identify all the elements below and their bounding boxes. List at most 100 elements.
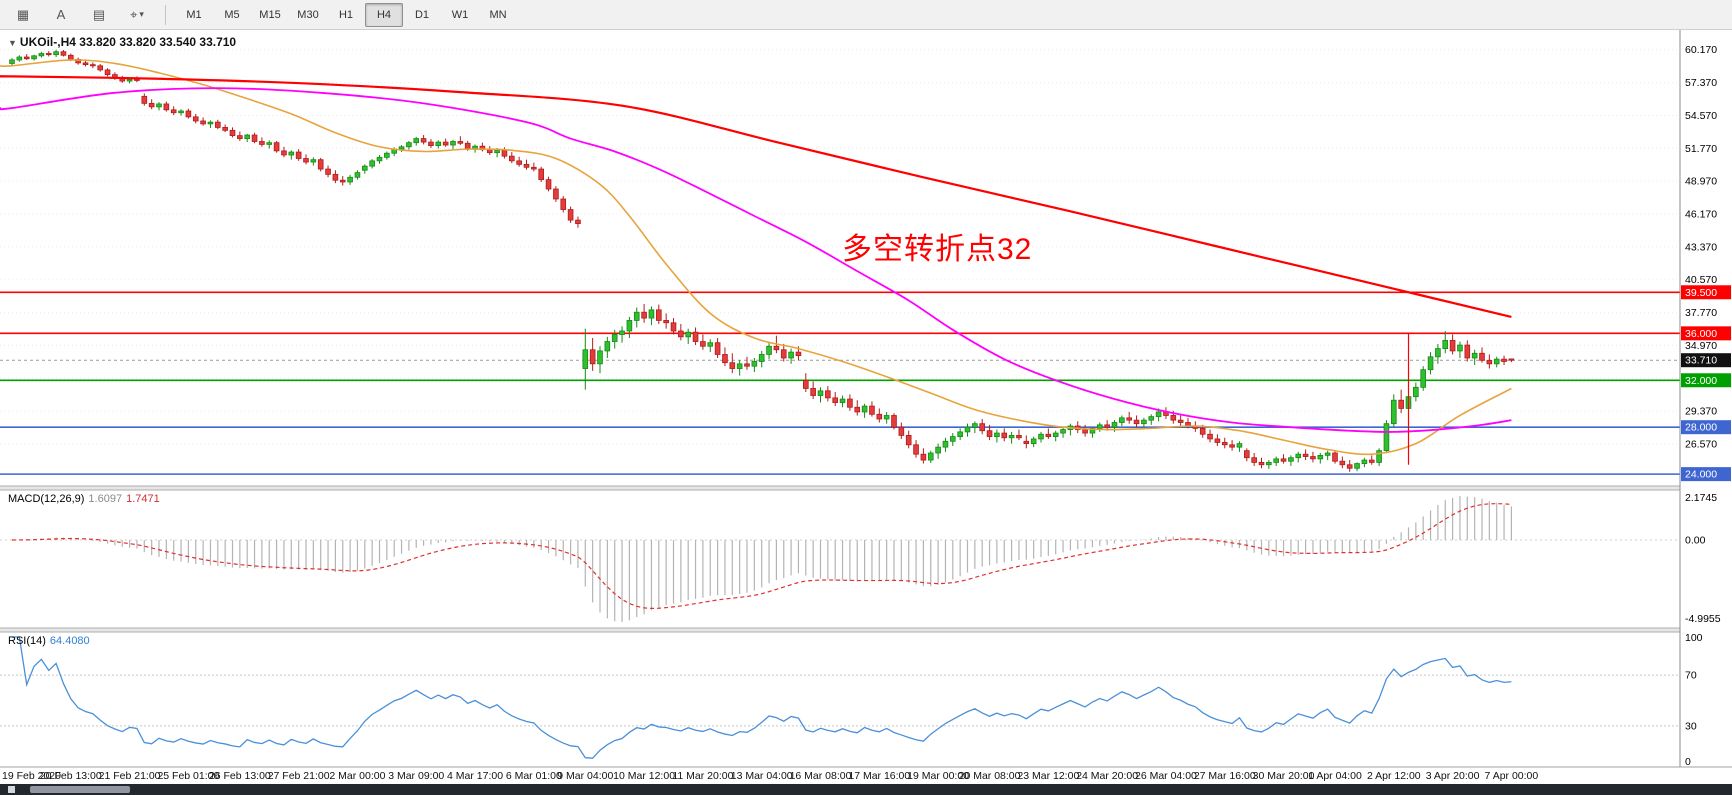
timeframe-button-m15[interactable]: M15 [259, 8, 281, 21]
rsi-axis-label: 70 [1685, 670, 1697, 682]
x-axis-label: 7 Apr 00:00 [1485, 770, 1539, 782]
y-axis-label: 40.570 [1685, 274, 1717, 286]
x-axis-label: 20 Mar 08:00 [959, 770, 1021, 782]
x-axis-label: 4 Mar 17:00 [447, 770, 503, 782]
x-axis-label: 3 Mar 09:00 [388, 770, 444, 782]
x-axis-label: 27 Feb 21:00 [268, 770, 330, 782]
y-axis-label: 57.370 [1685, 77, 1717, 89]
macd-axis-bottom: -4.9955 [1685, 613, 1721, 625]
x-axis-label: 2 Mar 00:00 [329, 770, 385, 782]
timeframe-button-h4[interactable]: H4 [365, 2, 403, 27]
y-axis-label: 51.770 [1685, 143, 1717, 155]
price-grid [0, 49, 1680, 445]
x-axis-label: 1 Apr 04:00 [1308, 770, 1362, 782]
horizontal-levels [0, 291, 1680, 475]
price-badge-32.000-text: 32.000 [1685, 375, 1717, 387]
y-axis-label: 26.570 [1685, 438, 1717, 450]
rsi-value: 64.4080 [49, 635, 90, 647]
macd-axis-top: 2.1745 [1685, 492, 1717, 504]
toolbar-separator [165, 4, 166, 25]
x-axis-label: 21 Feb 21:00 [99, 770, 161, 782]
x-axis-label: 16 Mar 08:00 [790, 770, 852, 782]
price-badge-24.000 [1681, 467, 1731, 482]
timeframe-button-d1[interactable]: D1 [414, 8, 430, 21]
macd-name: MACD(12,26,9) [8, 493, 85, 505]
panel-separator[interactable] [0, 628, 1732, 632]
macd-axis-zero: 0.00 [1685, 534, 1706, 546]
y-axis-label: 48.970 [1685, 176, 1717, 188]
toolbar-icon-group: ▦ A ▤ ⌖ ▾ [4, 2, 156, 27]
timeframe-button-mn[interactable]: MN [489, 8, 507, 21]
x-axis-label: 30 Mar 20:00 [1253, 770, 1315, 782]
x-axis-label: 19 Mar 00:00 [907, 770, 969, 782]
rsi-axis-label: 30 [1685, 720, 1697, 732]
y-axis-label: 29.370 [1685, 406, 1717, 418]
x-axis-label: 11 Mar 20:00 [672, 770, 733, 782]
rsi-line [12, 636, 1512, 759]
price-badge-36.000-text: 36.000 [1685, 328, 1717, 340]
timeframe-button-m1[interactable]: M1 [186, 8, 202, 21]
price-badge-32.000 [1681, 373, 1731, 388]
main-toolbar: ▦ A ▤ ⌖ ▾ M1 M5 M15 M30 H1 H4 D1 W1 MN [0, 0, 1732, 30]
timeframe-button-w1[interactable]: W1 [451, 8, 469, 21]
timeframe-button-m30[interactable]: M30 [297, 8, 319, 21]
current-price-badge [1681, 353, 1731, 368]
price-badge-39.500 [1681, 285, 1731, 300]
taskbar-strip [0, 784, 1732, 795]
ohlc-readout: 33.820 33.820 33.540 33.710 [79, 35, 237, 49]
rsi-axis-label: 100 [1685, 632, 1703, 644]
x-axis-label: 26 Feb 13:00 [209, 770, 271, 782]
x-axis-label: 23 Mar 12:00 [1017, 770, 1079, 782]
ma-slow-line [0, 75, 1512, 318]
macd-signal-value: 1.7471 [126, 493, 160, 505]
price-badge-24.000-text: 24.000 [1685, 469, 1717, 481]
chart-symbol-label: ▼ UKOil-,H4 33.820 33.820 33.540 33.710 [8, 35, 236, 49]
y-axis-label: 34.970 [1685, 340, 1717, 352]
x-axis-label: 25 Feb 01:00 [157, 770, 219, 782]
chart-type-icon: ▤ [92, 6, 106, 22]
price-axis[interactable] [1680, 30, 1732, 767]
price-badge-39.500-text: 39.500 [1685, 287, 1717, 299]
x-axis-label: 13 Mar 04:00 [731, 770, 793, 782]
rsi-axis-label: 0 [1685, 756, 1691, 768]
x-axis-label: 20 Feb 13:00 [40, 770, 102, 782]
y-axis-label: 43.370 [1685, 241, 1717, 253]
taskbar-chip[interactable] [30, 786, 130, 793]
y-axis-label: 46.170 [1685, 209, 1717, 221]
x-axis-label: 9 Mar 04:00 [557, 770, 613, 782]
macd-signal-line [11, 503, 1512, 609]
x-axis-label: 6 Mar 01:00 [506, 770, 562, 782]
chart-text-annotation[interactable]: 多空转折点32 [842, 233, 1033, 266]
timeframe-button-h1[interactable]: H1 [338, 8, 354, 21]
macd-histogram [18, 496, 1513, 622]
x-axis-label: 10 Mar 12:00 [613, 770, 675, 782]
y-axis-label: 37.770 [1685, 307, 1717, 319]
macd-indicator-label: MACD(12,26,9) 1.6097 1.7471 [8, 493, 160, 505]
collapse-icon[interactable]: ▼ [8, 38, 17, 48]
x-axis-label: 19 Feb 2020 [2, 770, 61, 782]
annotate-letter-button: A [56, 6, 66, 22]
price-badge-36.000 [1681, 326, 1731, 341]
chart-window-icon: ▦ [16, 6, 30, 22]
current-price-badge-text: 33.710 [1685, 355, 1717, 367]
crosshair-tool-icon[interactable]: ⌖ ▾ [118, 3, 156, 27]
y-axis-label: 60.170 [1685, 44, 1717, 56]
x-axis-label: 3 Apr 20:00 [1426, 770, 1480, 782]
x-axis-label: 26 Mar 04:00 [1135, 770, 1197, 782]
ma-mid-line [0, 87, 1512, 433]
macd-main-value: 1.6097 [88, 493, 123, 505]
ma-fast-line [0, 59, 1512, 456]
taskbar-dot [8, 786, 15, 793]
y-axis-label: 54.570 [1685, 110, 1717, 122]
x-axis-label: 2 Apr 12:00 [1367, 770, 1421, 782]
rsi-name: RSI(14) [8, 635, 46, 647]
panel-separator[interactable] [0, 486, 1732, 490]
x-axis-label: 24 Mar 20:00 [1076, 770, 1138, 782]
annotate-letter-button[interactable]: A [42, 2, 80, 26]
chart-canvas[interactable]: 60.170 57.370 54.570 51.770 48.970 46.170 43.3… [0, 30, 1732, 795]
chart-type-icon[interactable]: ▤ [80, 3, 118, 27]
chart-window-icon[interactable]: ▦ [4, 3, 42, 27]
timeframe-button-group: M1 M5 M15 M30 H1 H4 D1 W1 MN [175, 2, 517, 27]
timeframe-button-m5[interactable]: M5 [224, 8, 240, 21]
chart-window: 60.170 57.370 54.570 51.770 48.970 46.170 43.3… [0, 30, 1732, 795]
